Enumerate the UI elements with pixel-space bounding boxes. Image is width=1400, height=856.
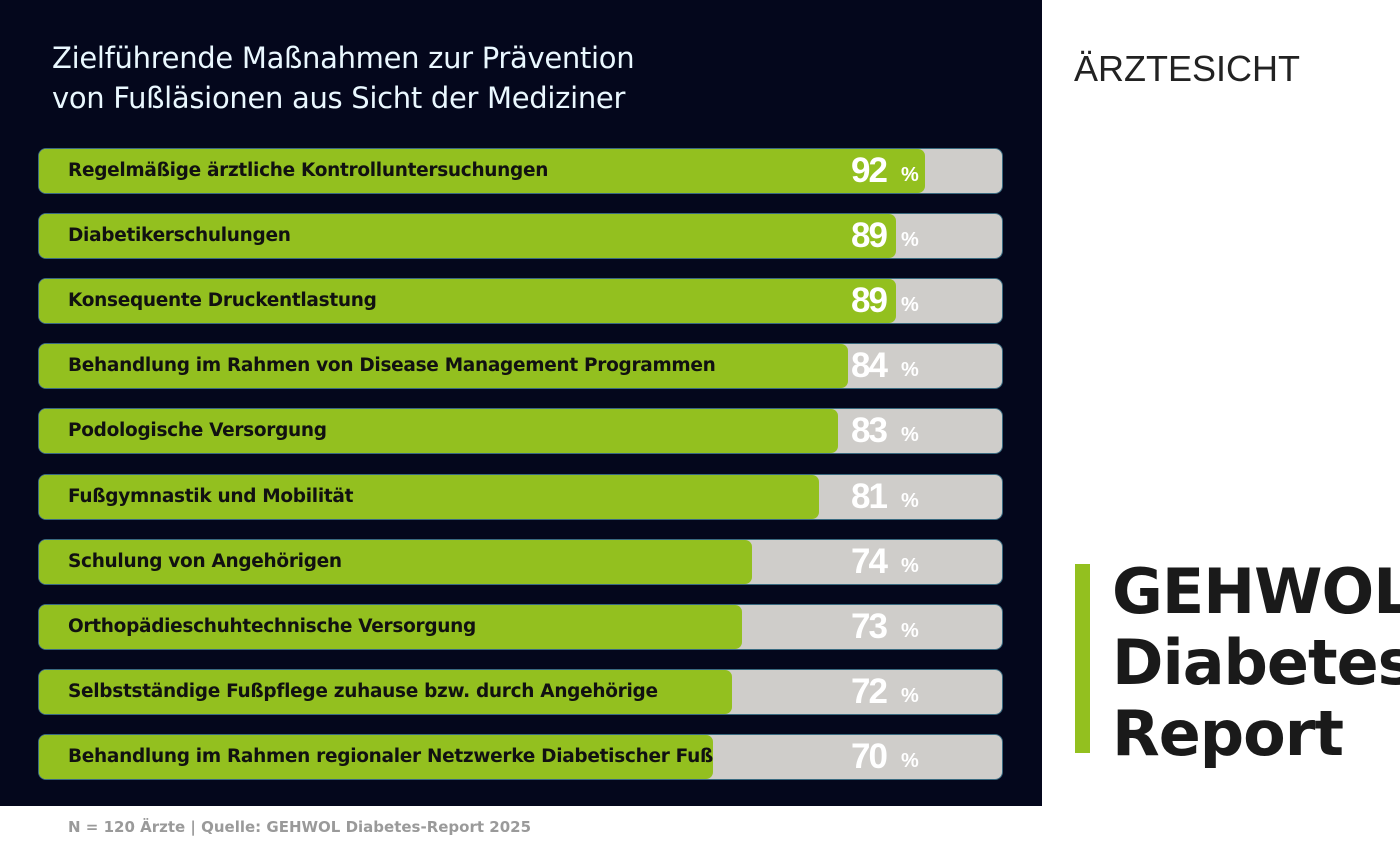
source-footer: N = 120 Ärzte | Quelle: GEHWOL Diabetes-…: [68, 818, 532, 836]
bar: [39, 669, 733, 714]
logo-line-1: GEHWOL: [1112, 555, 1400, 628]
data-label: 81: [851, 476, 888, 516]
bar: [39, 409, 839, 454]
bar: [39, 279, 897, 324]
bar-row: Behandlung im Rahmen von Disease Managem…: [39, 344, 1002, 389]
bar: [39, 149, 925, 193]
bar-row: Behandlung im Rahmen regionaler Netzwerk…: [39, 734, 1002, 779]
title-line-2: von Fußläsionen aus Sicht der Mediziner: [52, 81, 626, 115]
unit-label: %: [901, 749, 919, 772]
unit-label: %: [901, 684, 919, 707]
chart-panel: Zielführende Maßnahmen zur Prävention vo…: [0, 0, 1042, 806]
logo-line-2: Diabetes: [1112, 626, 1400, 699]
bar-row: Regelmäßige ärztliche Kontrolluntersuchu…: [39, 149, 1002, 193]
bar-row: Konsequente Druckentlastung 89%: [39, 279, 1002, 324]
data-label: 72: [851, 671, 888, 711]
bar-row: Orthopädieschuhtechnische Versorgung 73%: [39, 604, 1002, 649]
unit-label: %: [901, 554, 919, 577]
bar: [39, 539, 752, 584]
unit-label: %: [901, 489, 919, 512]
bar: [39, 344, 848, 389]
bar-row: Schulung von Angehörigen 74%: [39, 539, 1002, 584]
unit-label: %: [901, 619, 919, 642]
unit-label: %: [901, 424, 919, 447]
data-label: 74: [851, 541, 888, 581]
bar-label: Orthopädieschuhtechnische Versorgung: [68, 615, 476, 637]
data-label: 89: [851, 216, 888, 256]
bar-label: Konsequente Druckentlastung: [68, 290, 377, 312]
gehwol-logo: GEHWOL Diabetes Report: [1112, 556, 1400, 769]
side-label: ÄRZTESICHT: [1074, 48, 1301, 89]
unit-label: %: [901, 359, 919, 382]
bar-label: Regelmäßige ärztliche Kontrolluntersuchu…: [68, 160, 549, 181]
data-label: 89: [851, 281, 888, 321]
bar-label: Diabetikerschulungen: [68, 225, 291, 247]
bar-label: Fußgymnastik und Mobilität: [68, 485, 354, 507]
bar-row: Fußgymnastik und Mobilität 81%: [39, 474, 1002, 519]
bar: [39, 604, 742, 649]
data-label: 73: [851, 606, 888, 646]
logo-accent-bar: [1075, 564, 1090, 753]
chart-title: Zielführende Maßnahmen zur Prävention vo…: [52, 38, 635, 118]
title-line-1: Zielführende Maßnahmen zur Prävention: [52, 41, 635, 75]
data-label: 70: [851, 736, 888, 776]
bar: [39, 474, 820, 519]
bar: [39, 214, 897, 259]
bar-label: Podologische Versorgung: [68, 420, 327, 442]
bar-row: Podologische Versorgung 83%: [39, 409, 1002, 454]
data-label: 92: [851, 151, 888, 190]
unit-label: %: [901, 294, 919, 317]
bar-label: Behandlung im Rahmen von Disease Managem…: [68, 355, 716, 377]
bar-row: Diabetikerschulungen 89%: [39, 214, 1002, 259]
data-label: 83: [851, 411, 888, 451]
bar: [39, 734, 714, 779]
bar-label: Behandlung im Rahmen regionaler Netzwerk…: [68, 745, 713, 767]
logo-line-3: Report: [1112, 697, 1344, 770]
bar-label: Selbstständige Fußpflege zuhause bzw. du…: [68, 680, 658, 702]
bar-label: Schulung von Angehörigen: [68, 550, 342, 572]
data-label: 84: [851, 346, 888, 386]
bar-row: Selbstständige Fußpflege zuhause bzw. du…: [39, 669, 1002, 714]
unit-label: %: [901, 164, 919, 186]
unit-label: %: [901, 229, 919, 252]
